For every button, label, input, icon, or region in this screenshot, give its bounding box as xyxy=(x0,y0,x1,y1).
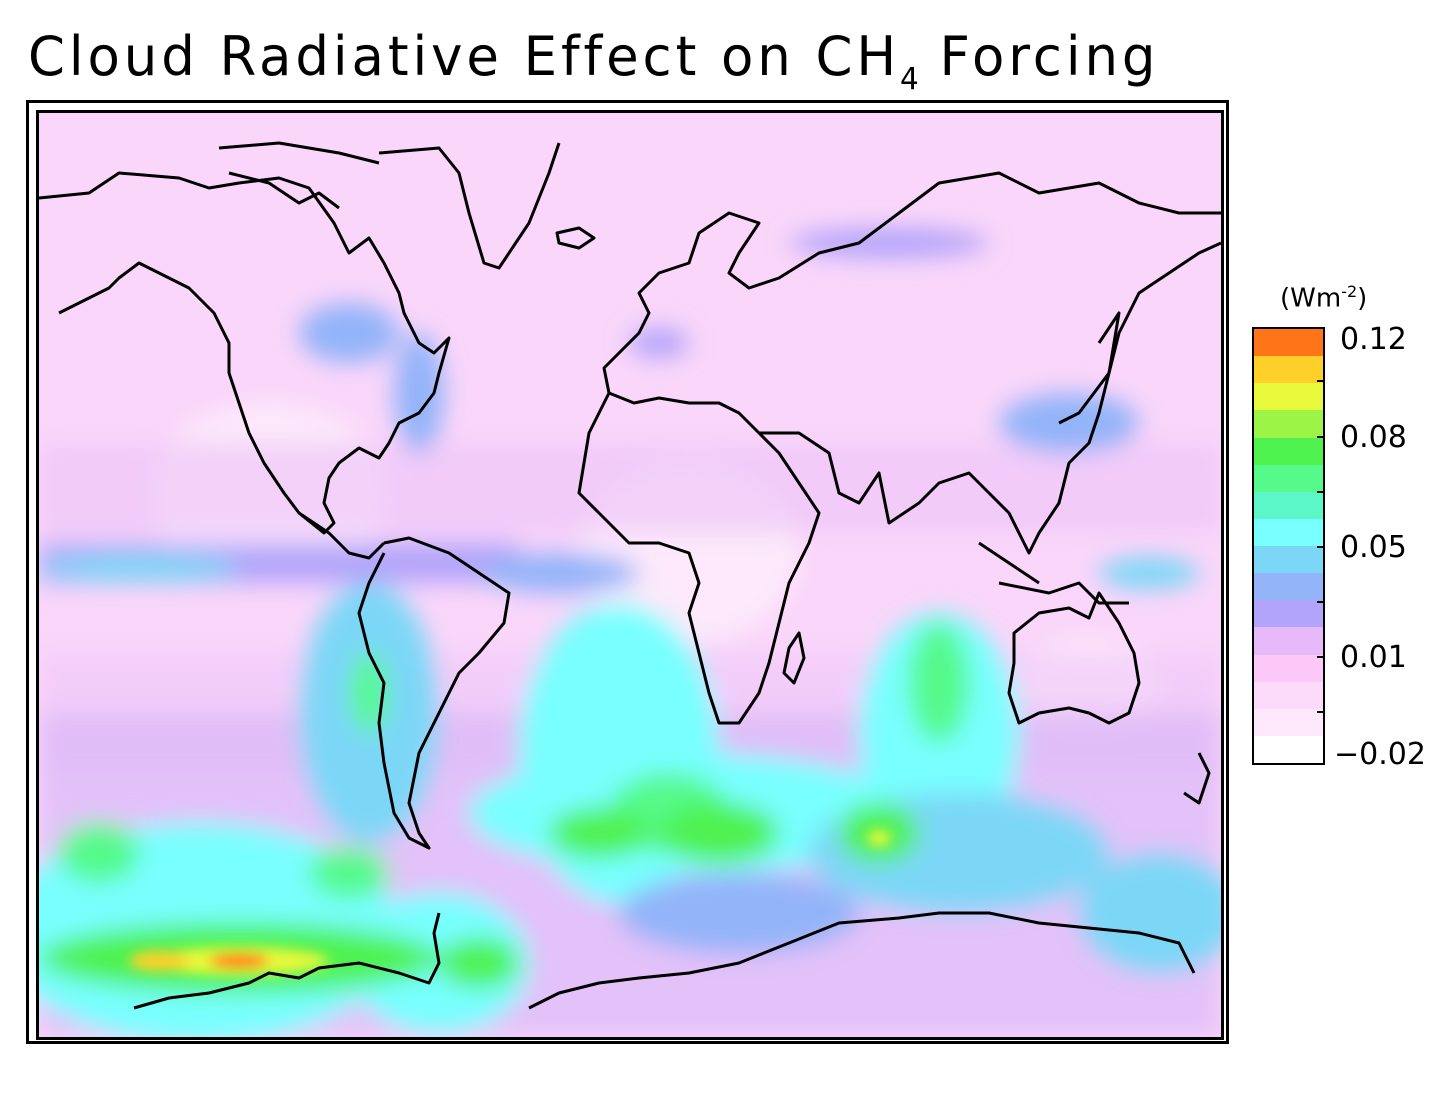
colorbar-label: 0.05 xyxy=(1340,530,1407,565)
chart-title: Cloud Radiative Effect on CH4 Forcing xyxy=(28,25,1160,97)
colorbar-segment xyxy=(1254,627,1323,655)
colorbar-tick xyxy=(1317,711,1325,713)
colorbar-segment xyxy=(1254,735,1323,763)
colorbar-segment xyxy=(1254,681,1323,709)
colorbar-segment xyxy=(1254,437,1323,465)
map-frame-outer xyxy=(26,100,1229,1044)
colorbar-segment xyxy=(1254,600,1323,628)
colorbar-segment xyxy=(1254,464,1323,492)
colorbar-label-max: 0.12 xyxy=(1340,322,1407,357)
colorbar-tick xyxy=(1317,436,1325,438)
colorbar-unit-label: (Wm-2) xyxy=(1280,282,1368,314)
colorbar-segment xyxy=(1254,410,1323,438)
heatmap-field xyxy=(39,141,1221,1037)
colorbar-segment xyxy=(1254,491,1323,519)
colorbar-label: 0.08 xyxy=(1340,420,1407,455)
colorbar-segment xyxy=(1254,329,1323,357)
coastlines xyxy=(39,141,1221,1010)
colorbar-tick xyxy=(1317,656,1325,658)
colorbar-segment xyxy=(1254,518,1323,546)
colorbar-label: 0.01 xyxy=(1340,640,1407,675)
colorbar-tick xyxy=(1317,601,1325,603)
map-plot-area xyxy=(36,110,1224,1040)
colorbar-segment xyxy=(1254,546,1323,574)
colorbar-tick xyxy=(1317,546,1325,548)
colorbar-segment xyxy=(1254,708,1323,736)
colorbar-label-min: −0.02 xyxy=(1334,737,1426,772)
colorbar-tick xyxy=(1317,380,1325,382)
colorbar-tick xyxy=(1317,491,1325,493)
colorbar-segment xyxy=(1254,383,1323,411)
colorbar-segment xyxy=(1254,356,1323,384)
colorbar-segment xyxy=(1254,654,1323,682)
colorbar-segment xyxy=(1254,573,1323,601)
colorbar xyxy=(1252,327,1325,765)
